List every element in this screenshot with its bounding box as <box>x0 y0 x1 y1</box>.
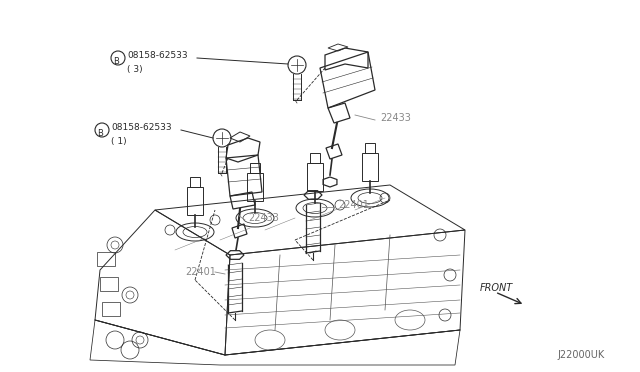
Bar <box>307 163 323 191</box>
Text: B: B <box>113 57 119 65</box>
Text: J22000UK: J22000UK <box>557 350 605 360</box>
Bar <box>100 277 118 291</box>
Text: 08158-62533: 08158-62533 <box>111 122 172 131</box>
Bar <box>190 177 200 187</box>
Text: 22433: 22433 <box>380 113 411 123</box>
Text: ( 1): ( 1) <box>111 137 127 146</box>
Bar <box>250 163 260 173</box>
Text: FRONT: FRONT <box>480 283 513 293</box>
Text: B: B <box>97 128 103 138</box>
Bar <box>187 187 203 215</box>
Text: 08158-62533: 08158-62533 <box>127 51 188 60</box>
Bar <box>365 143 375 153</box>
Bar <box>310 153 320 163</box>
Text: 22433: 22433 <box>248 213 279 223</box>
Text: 22401: 22401 <box>338 200 369 210</box>
Bar <box>247 173 263 201</box>
Text: 22401: 22401 <box>185 267 216 277</box>
Text: ( 3): ( 3) <box>127 65 143 74</box>
Bar <box>97 252 115 266</box>
Bar <box>102 302 120 316</box>
Bar <box>362 153 378 181</box>
